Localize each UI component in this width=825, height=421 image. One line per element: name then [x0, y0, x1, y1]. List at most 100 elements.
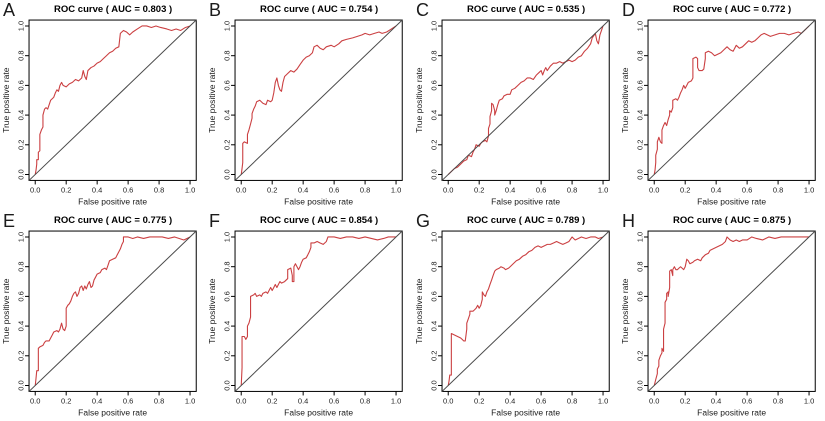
x-tick-label: 0.0 — [649, 185, 659, 194]
x-tick-label: 0.6 — [329, 396, 339, 405]
y-tick-label: 0.8 — [429, 50, 438, 60]
x-tick-label: 0.8 — [360, 396, 370, 405]
y-tick-label: 0.2 — [223, 350, 232, 360]
roc-curve-line — [653, 25, 810, 175]
x-tick-label: 0.8 — [566, 185, 576, 194]
y-tick-label: 0.4 — [429, 320, 438, 330]
y-tick-label: 0.8 — [635, 50, 644, 60]
y-axis-label: True positive rate — [620, 278, 630, 344]
panel-letter: H — [622, 211, 635, 231]
y-axis-label: True positive rate — [207, 278, 217, 344]
y-tick-label: 0.2 — [17, 140, 26, 150]
roc-curve-line — [447, 235, 603, 386]
x-tick-label: 0.6 — [742, 396, 752, 405]
x-tick-label: 0.8 — [566, 396, 576, 405]
chance-diagonal-line — [647, 230, 816, 392]
y-tick-label: 1.0 — [17, 21, 26, 31]
x-axis-label: False positive rate — [491, 196, 560, 206]
x-tick-label: 0.8 — [360, 185, 370, 194]
y-tick-label: 0.6 — [223, 80, 232, 90]
chance-diagonal-line — [441, 230, 610, 392]
panel-title: ROC curve ( AUC = 0.854 ) — [260, 215, 378, 226]
roc-curve-line — [447, 25, 604, 175]
panel-title: ROC curve ( AUC = 0.775 ) — [54, 215, 172, 226]
roc-curve-line — [653, 235, 809, 386]
panel-title: ROC curve ( AUC = 0.875 ) — [673, 215, 791, 226]
roc-plot-h: H ROC curve ( AUC = 0.875 ) 0.0 0.2 0.4 0.6… — [620, 211, 816, 417]
y-tick-label: 0.0 — [223, 380, 232, 390]
y-tick-label: 0.6 — [635, 291, 644, 301]
x-tick-label: 1.0 — [597, 185, 607, 194]
roc-panel-a: A ROC curve ( AUC = 0.803 ) 0.0 0.2 0.4 0.6… — [0, 0, 207, 211]
x-tick-label: 1.0 — [804, 185, 814, 194]
x-tick-label: 0.0 — [443, 396, 453, 405]
y-tick-label: 1.0 — [223, 21, 232, 31]
y-tick-label: 0.8 — [635, 261, 644, 271]
y-tick-label: 1.0 — [635, 21, 644, 31]
y-tick-label: 0.4 — [223, 110, 232, 120]
x-tick-label: 0.0 — [30, 396, 40, 405]
x-tick-label: 0.6 — [123, 185, 133, 194]
x-tick-label: 0.0 — [236, 185, 246, 194]
x-tick-label: 0.2 — [473, 396, 483, 405]
panel-letter: B — [209, 0, 221, 20]
chance-diagonal-line — [647, 19, 816, 181]
x-tick-label: 0.4 — [92, 185, 102, 194]
chance-diagonal-line — [441, 19, 610, 181]
y-tick-label: 0.2 — [429, 140, 438, 150]
x-tick-label: 0.2 — [61, 396, 71, 405]
y-tick-label: 0.2 — [223, 140, 232, 150]
x-tick-label: 0.2 — [61, 185, 71, 194]
plot-body: 0.0 0.2 0.4 0.6 0.8 1.0 0.0 0.2 0.4 0.6 0.8 1.0 Fals… — [414, 230, 610, 417]
x-axis-label: False positive rate — [78, 407, 147, 417]
y-tick-label: 1.0 — [17, 231, 26, 241]
plot-frame — [234, 230, 403, 392]
y-tick-label: 0.2 — [17, 350, 26, 360]
plot-body: 0.0 0.2 0.4 0.6 0.8 1.0 0.0 0.2 0.4 0.6 0.8 1.0 Fals… — [207, 19, 403, 206]
roc-panel-d: D ROC curve ( AUC = 0.772 ) 0.0 0.2 0.4 0.6… — [618, 0, 825, 211]
roc-plot-d: D ROC curve ( AUC = 0.772 ) 0.0 0.2 0.4 0.6… — [620, 0, 816, 206]
y-tick-label: 0.0 — [429, 169, 438, 179]
x-tick-label: 0.2 — [680, 185, 690, 194]
x-axis-label: False positive rate — [284, 196, 353, 206]
roc-panel-e: E ROC curve ( AUC = 0.775 ) 0.0 0.2 0.4 0.6… — [0, 210, 207, 421]
roc-curve-line — [240, 25, 397, 175]
chance-diagonal-line — [234, 19, 403, 181]
y-tick-label: 1.0 — [223, 231, 232, 241]
plot-frame — [441, 19, 610, 181]
x-tick-label: 0.8 — [773, 396, 783, 405]
y-tick-label: 0.6 — [429, 291, 438, 301]
x-axis-label: False positive rate — [78, 196, 147, 206]
x-tick-label: 0.6 — [123, 396, 133, 405]
y-tick-label: 0.0 — [223, 169, 232, 179]
x-tick-label: 0.4 — [92, 396, 102, 405]
y-tick-label: 1.0 — [429, 21, 438, 31]
x-tick-label: 1.0 — [804, 396, 814, 405]
y-tick-label: 0.0 — [429, 380, 438, 390]
chance-diagonal-line — [234, 230, 403, 392]
plot-body: 0.0 0.2 0.4 0.6 0.8 1.0 0.0 0.2 0.4 0.6 0.8 1.0 Fals… — [1, 230, 197, 417]
y-tick-label: 0.6 — [429, 80, 438, 90]
panel-letter: F — [209, 211, 220, 231]
x-tick-label: 0.8 — [154, 396, 164, 405]
x-tick-label: 1.0 — [185, 185, 195, 194]
y-tick-label: 0.2 — [635, 140, 644, 150]
x-tick-label: 1.0 — [391, 396, 401, 405]
panel-title: ROC curve ( AUC = 0.772 ) — [673, 4, 791, 15]
x-axis-label: False positive rate — [697, 196, 766, 206]
y-axis-label: True positive rate — [414, 278, 424, 344]
plot-body: 0.0 0.2 0.4 0.6 0.8 1.0 0.0 0.2 0.4 0.6 0.8 1.0 Fals… — [414, 19, 610, 206]
roc-plot-e: E ROC curve ( AUC = 0.775 ) 0.0 0.2 0.4 0.6… — [1, 211, 197, 417]
roc-panel-h: H ROC curve ( AUC = 0.875 ) 0.0 0.2 0.4 0.6… — [618, 210, 825, 421]
x-tick-label: 0.4 — [711, 185, 721, 194]
chance-diagonal-line — [28, 230, 197, 392]
y-axis-label: True positive rate — [207, 67, 217, 133]
x-tick-label: 0.6 — [535, 185, 545, 194]
plot-frame — [441, 230, 610, 392]
panel-letter: A — [3, 0, 15, 20]
y-tick-label: 0.8 — [223, 50, 232, 60]
y-tick-label: 0.2 — [429, 350, 438, 360]
x-tick-label: 0.6 — [329, 185, 339, 194]
x-tick-label: 0.2 — [267, 185, 277, 194]
y-tick-label: 1.0 — [635, 231, 644, 241]
